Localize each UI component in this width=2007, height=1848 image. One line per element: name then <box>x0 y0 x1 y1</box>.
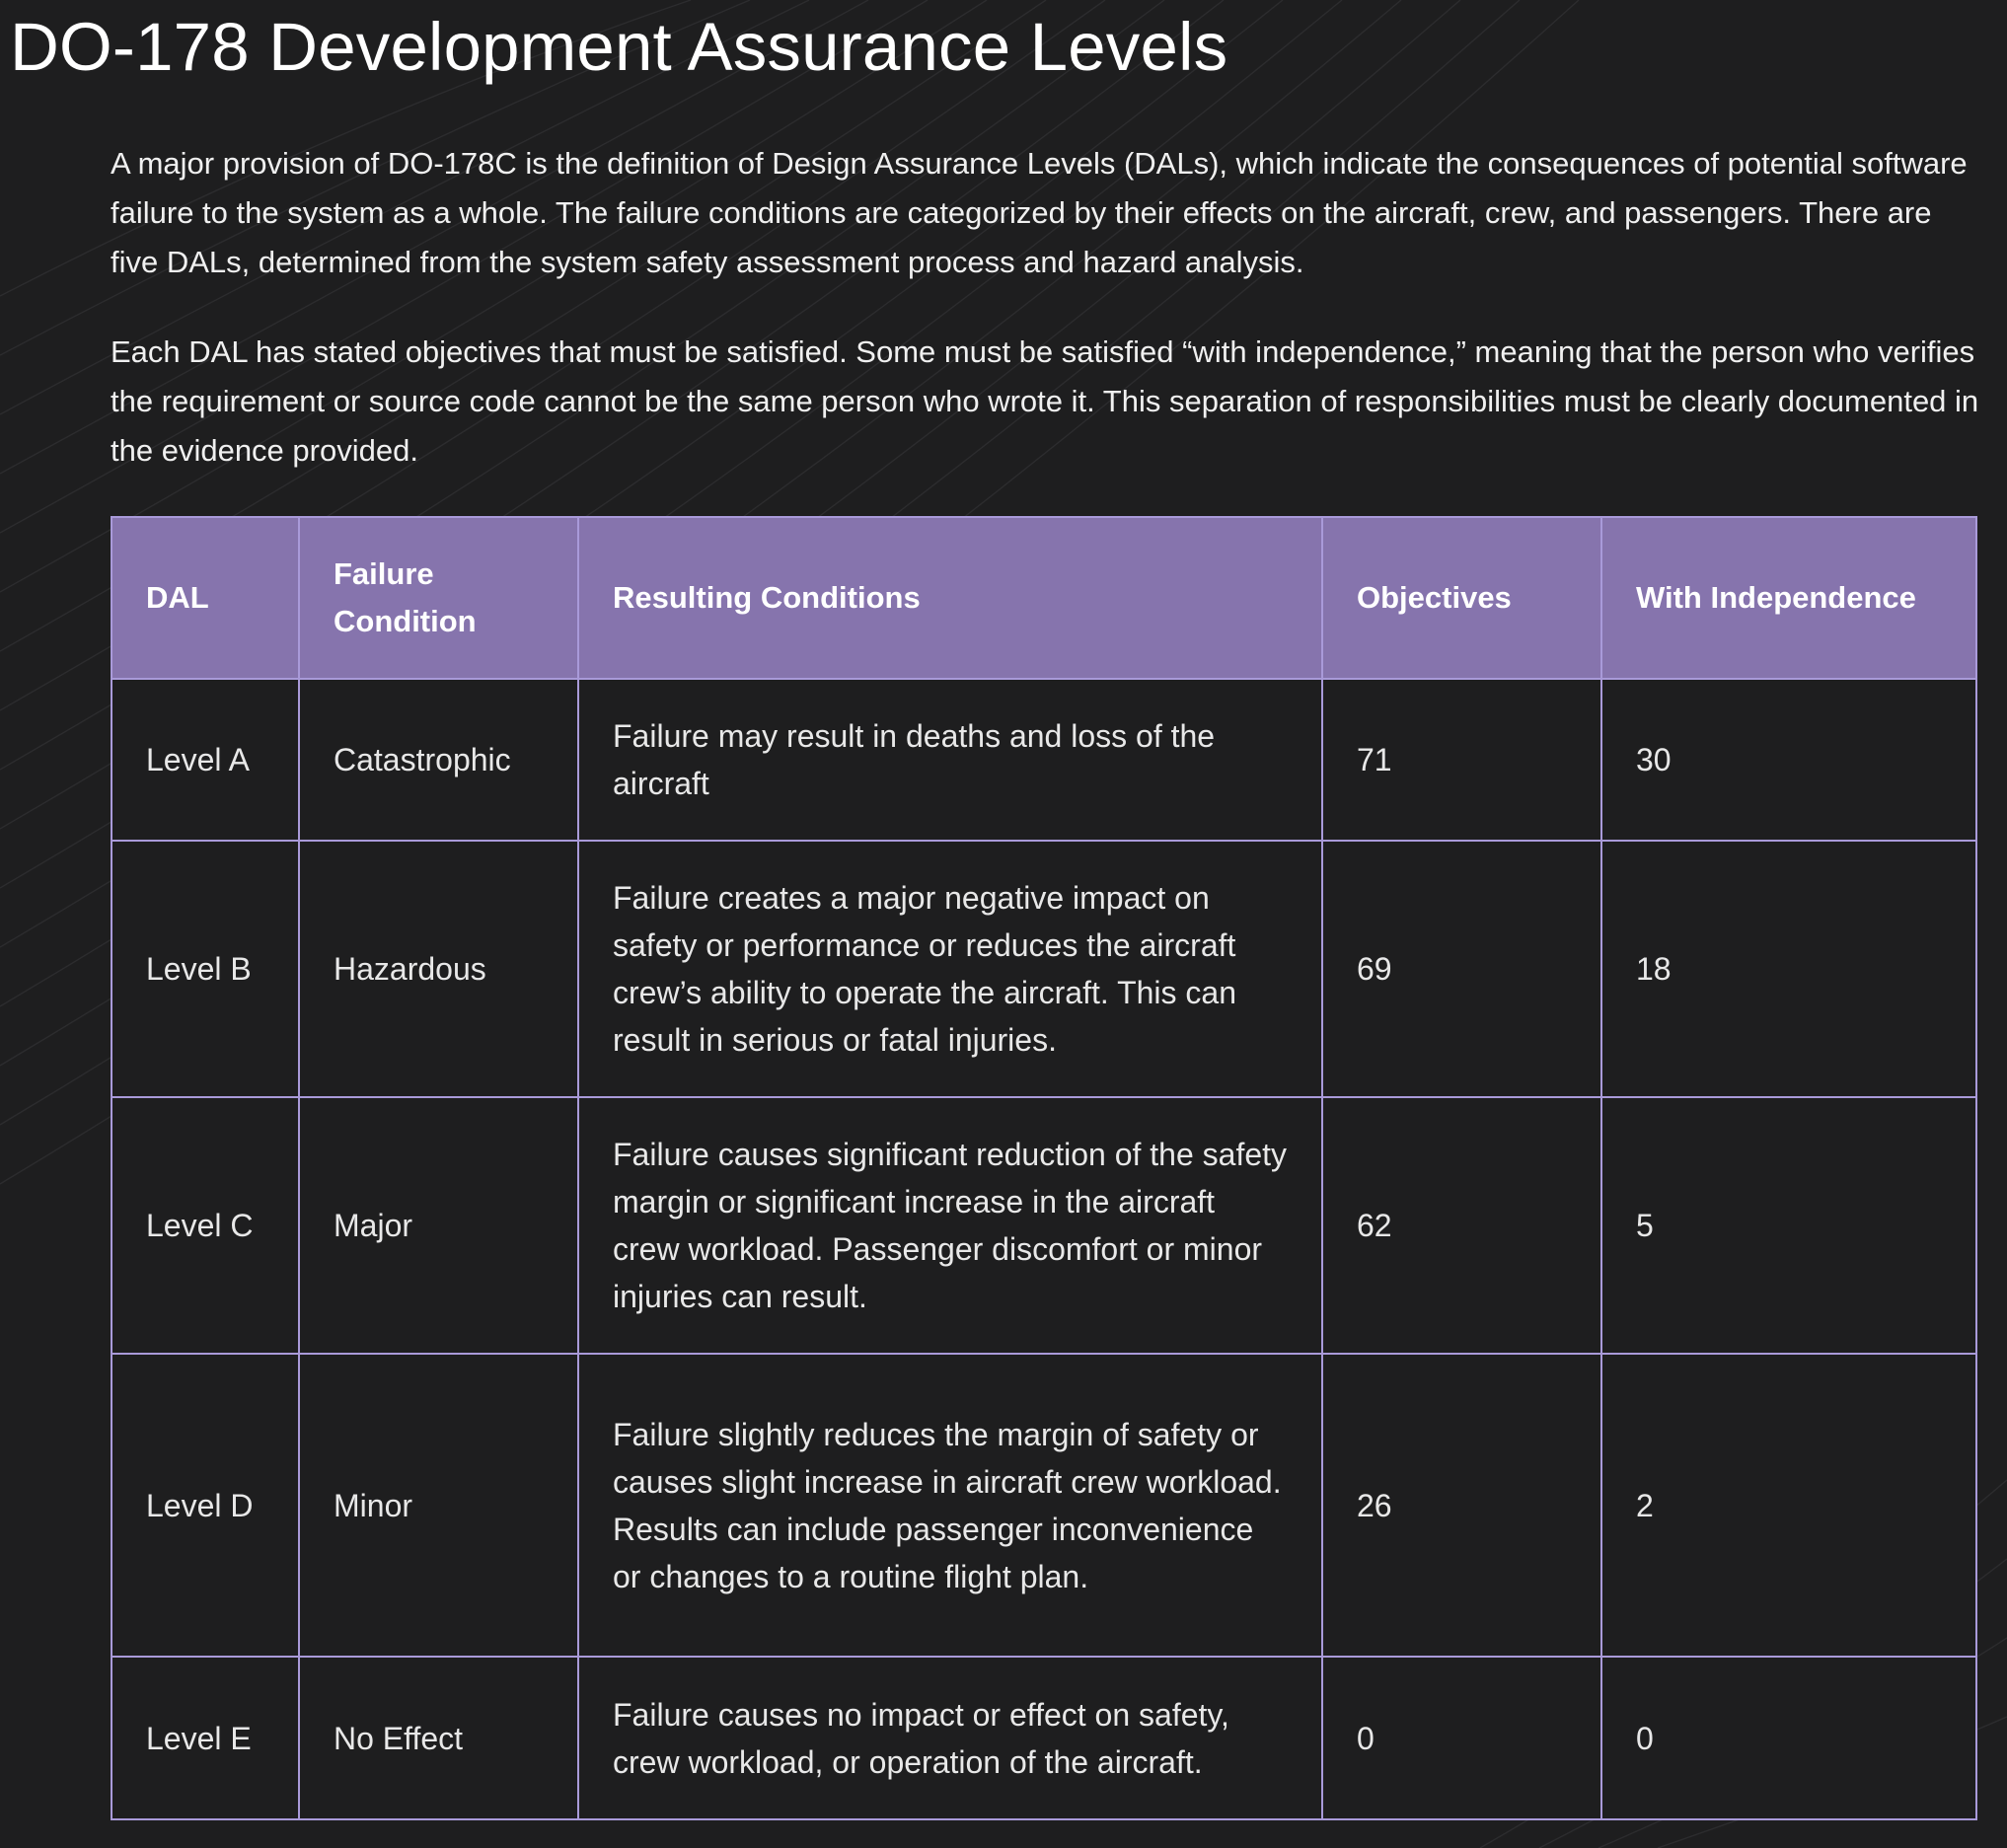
failure-condition-cell: Minor <box>298 1353 579 1658</box>
table-row: Level B Hazardous Failure creates a majo… <box>111 840 1977 1098</box>
table-row: Level C Major Failure causes significant… <box>111 1096 1977 1355</box>
dal-cell: Level E <box>111 1656 300 1820</box>
with-independence-cell: 18 <box>1600 840 1977 1098</box>
objectives-cell: 26 <box>1321 1353 1602 1658</box>
table-row: Level A Catastrophic Failure may result … <box>111 678 1977 842</box>
table-row: Level D Minor Failure slightly reduces t… <box>111 1353 1977 1658</box>
dal-cell: Level D <box>111 1353 300 1658</box>
independence-paragraph: Each DAL has stated objectives that must… <box>111 334 1979 468</box>
dal-table: DAL Failure Condition Resulting Conditio… <box>111 516 1977 1820</box>
resulting-conditions-cell: Failure may result in deaths and loss of… <box>577 678 1323 842</box>
table-body: Level A Catastrophic Failure may result … <box>111 678 1977 1820</box>
resulting-conditions-cell: Failure creates a major negative impact … <box>577 840 1323 1098</box>
resulting-conditions-cell: Failure causes no impact or effect on sa… <box>577 1656 1323 1820</box>
intro-paragraph: A major provision of DO-178C is the defi… <box>111 146 1968 279</box>
objectives-cell: 71 <box>1321 678 1602 842</box>
resulting-conditions-cell: Failure causes significant reduction of … <box>577 1096 1323 1355</box>
objectives-cell: 0 <box>1321 1656 1602 1820</box>
resulting-conditions-cell: Failure slightly reduces the margin of s… <box>577 1353 1323 1658</box>
failure-condition-cell: Hazardous <box>298 840 579 1098</box>
dal-cell: Level C <box>111 1096 300 1355</box>
with-independence-cell: 30 <box>1600 678 1977 842</box>
dal-cell: Level A <box>111 678 300 842</box>
header-failure-condition: Failure Condition <box>298 516 579 680</box>
with-independence-cell: 0 <box>1600 1656 1977 1820</box>
with-independence-cell: 2 <box>1600 1353 1977 1658</box>
objectives-cell: 62 <box>1321 1096 1602 1355</box>
table-header-row: DAL Failure Condition Resulting Conditio… <box>111 516 1977 680</box>
failure-condition-cell: Major <box>298 1096 579 1355</box>
table-row: Level E No Effect Failure causes no impa… <box>111 1656 1977 1820</box>
objectives-cell: 69 <box>1321 840 1602 1098</box>
failure-condition-cell: No Effect <box>298 1656 579 1820</box>
table-header: DAL Failure Condition Resulting Conditio… <box>111 516 1977 680</box>
page-title: DO-178 Development Assurance Levels <box>10 9 1228 85</box>
dal-cell: Level B <box>111 840 300 1098</box>
header-resulting-conditions: Resulting Conditions <box>577 516 1323 680</box>
header-with-independence: With Independence <box>1600 516 1977 680</box>
header-objectives: Objectives <box>1321 516 1602 680</box>
header-dal: DAL <box>111 516 300 680</box>
failure-condition-cell: Catastrophic <box>298 678 579 842</box>
with-independence-cell: 5 <box>1600 1096 1977 1355</box>
